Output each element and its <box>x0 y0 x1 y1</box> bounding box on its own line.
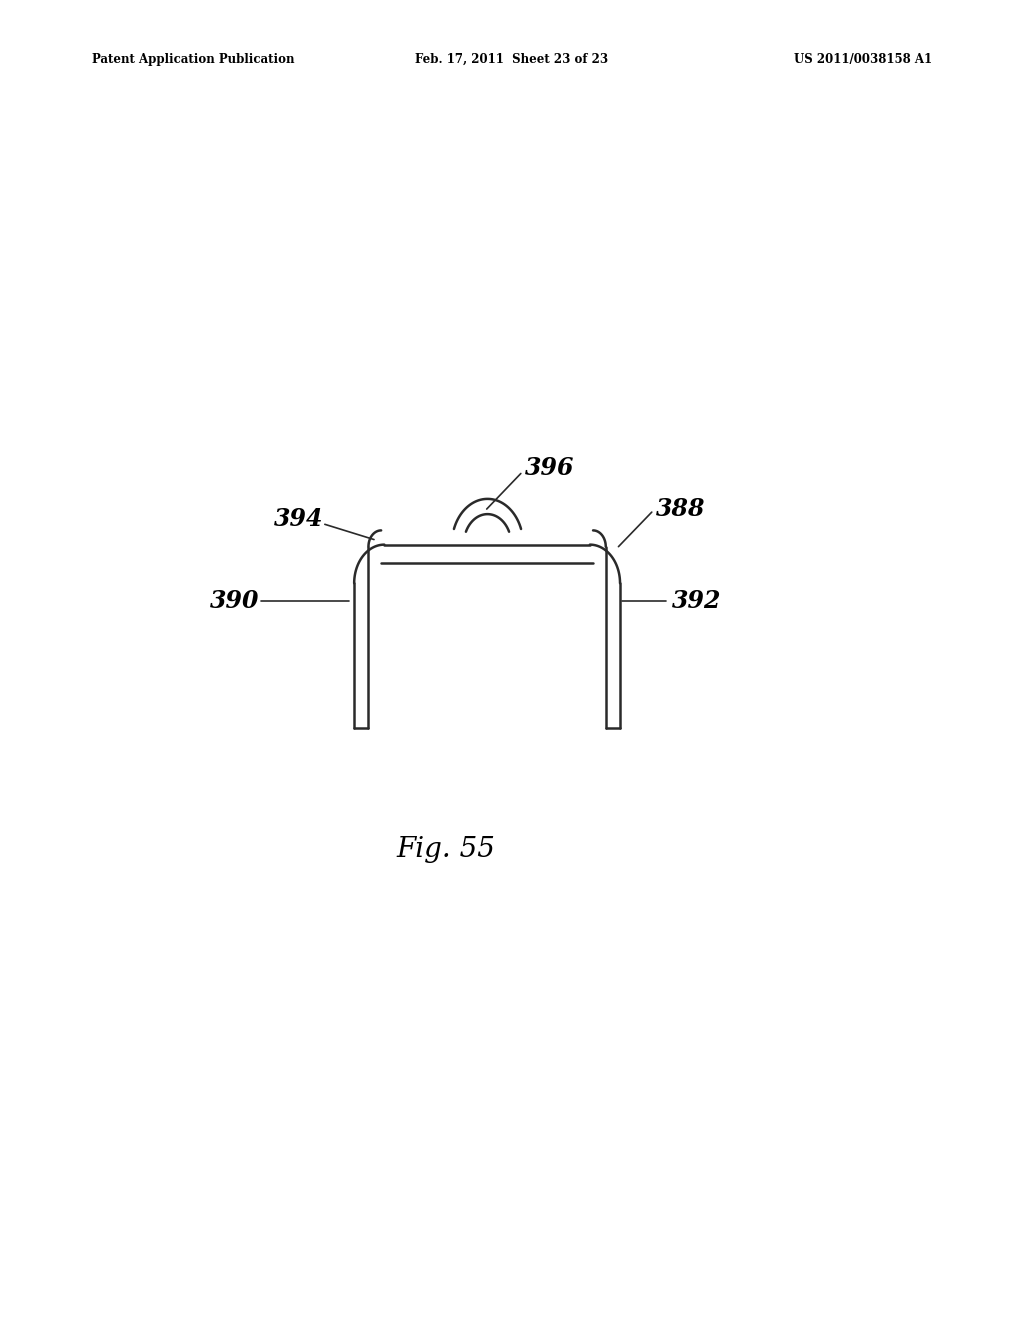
Text: 396: 396 <box>524 457 574 480</box>
Text: 390: 390 <box>210 589 260 612</box>
Text: 392: 392 <box>672 589 721 612</box>
Text: US 2011/0038158 A1: US 2011/0038158 A1 <box>794 53 932 66</box>
Text: 394: 394 <box>273 507 324 531</box>
Text: Feb. 17, 2011  Sheet 23 of 23: Feb. 17, 2011 Sheet 23 of 23 <box>416 53 608 66</box>
Text: Patent Application Publication: Patent Application Publication <box>92 53 295 66</box>
Text: Fig. 55: Fig. 55 <box>396 836 495 863</box>
Text: 388: 388 <box>655 498 706 521</box>
